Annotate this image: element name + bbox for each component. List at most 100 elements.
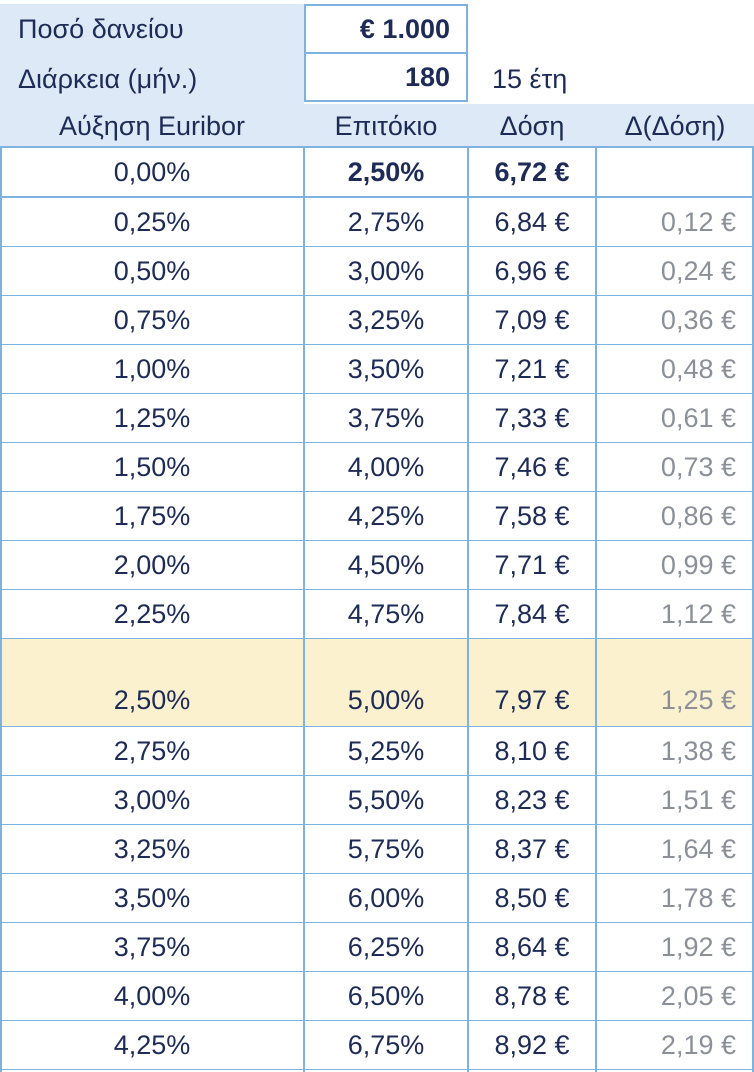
table-row: 1,00% 3,50% 7,21 € 0,48 € <box>0 345 754 394</box>
duration-years-note: 15 έτη <box>492 63 568 94</box>
table-row: 2,50% 5,00% 7,97 € 1,25 € <box>0 639 754 727</box>
cell-installment-delta: 0,99 € <box>660 549 736 580</box>
duration-input[interactable]: 180 <box>304 52 468 102</box>
table-row: 1,50% 4,00% 7,46 € 0,73 € <box>0 443 754 492</box>
cell-euribor-increase: 1,75% <box>113 500 191 531</box>
cell-installment: 7,71 € <box>494 549 570 580</box>
cell-interest-rate: 3,00% <box>347 255 425 286</box>
cell-euribor-increase: 3,00% <box>113 784 191 815</box>
table-row: 4,00% 6,50% 8,78 € 2,05 € <box>0 972 754 1021</box>
cell-installment: 6,84 € <box>494 206 570 237</box>
cell-installment-delta: 1,38 € <box>660 735 736 766</box>
cell-interest-rate: 2,75% <box>347 206 425 237</box>
rates-table: 0,00% 2,50% 6,72 €0,25% 2,75% 6,84 €0,12 €0,… <box>0 146 754 1070</box>
cell-interest-rate: 5,75% <box>347 833 425 864</box>
cell-interest-rate: 4,75% <box>347 598 425 629</box>
cell-installment-delta: 0,73 € <box>660 451 736 482</box>
cell-interest-rate: 6,75% <box>347 1029 425 1060</box>
cell-euribor-increase: 4,00% <box>113 980 191 1011</box>
cell-interest-rate: 3,50% <box>347 353 425 384</box>
table-border-right <box>752 146 754 1072</box>
cell-interest-rate: 5,50% <box>347 784 425 815</box>
cell-euribor-increase: 2,25% <box>113 598 191 629</box>
cell-installment-delta: 0,48 € <box>660 353 736 384</box>
cell-installment-delta <box>596 148 754 196</box>
cell-euribor-increase: 2,00% <box>113 549 191 580</box>
table-row: 0,50% 3,00% 6,96 € 0,24 € <box>0 247 754 296</box>
cell-installment-delta: 0,12 € <box>660 206 736 237</box>
cell-installment-delta: 1,64 € <box>660 833 736 864</box>
cell-installment: 8,92 € <box>494 1029 570 1060</box>
cell-installment: 8,23 € <box>494 784 570 815</box>
cell-interest-rate: 6,00% <box>347 882 425 913</box>
cell-euribor-increase: 2,50% <box>113 685 191 715</box>
cell-interest-rate: 4,25% <box>347 500 425 531</box>
loan-amount-label: Ποσό δανείου <box>0 4 304 54</box>
cell-installment-delta: 1,51 € <box>660 784 736 815</box>
table-row: 0,75% 3,25% 7,09 € 0,36 € <box>0 296 754 345</box>
cell-euribor-increase: 1,50% <box>113 451 191 482</box>
cell-interest-rate: 3,25% <box>347 304 425 335</box>
cell-installment-delta: 1,92 € <box>660 931 736 962</box>
cell-euribor-increase: 0,00% <box>113 156 191 187</box>
table-row: 0,25% 2,75% 6,84 € 0,12 € <box>0 198 754 247</box>
table-row: 2,75% 5,25% 8,10 € 1,38 € <box>0 727 754 776</box>
cell-installment-delta: 2,05 € <box>660 980 736 1011</box>
cell-interest-rate: 6,25% <box>347 931 425 962</box>
cell-installment: 8,10 € <box>494 735 570 766</box>
cell-installment-delta: 0,24 € <box>660 255 736 286</box>
cell-interest-rate: 2,50% <box>347 156 425 187</box>
cell-installment: 6,72 € <box>494 156 570 187</box>
table-row: 0,00% 2,50% 6,72 € <box>0 146 754 198</box>
cell-installment: 7,84 € <box>494 598 570 629</box>
header-installment: Δόση <box>468 104 596 148</box>
cell-euribor-increase: 3,50% <box>113 882 191 913</box>
cell-installment-delta: 0,36 € <box>660 304 736 335</box>
cell-installment-delta: 1,78 € <box>660 882 736 913</box>
cell-installment-delta: 1,25 € <box>660 685 736 715</box>
cell-installment-delta: 0,86 € <box>660 500 736 531</box>
table-row: 3,00% 5,50% 8,23 € 1,51 € <box>0 776 754 825</box>
cell-installment: 7,33 € <box>494 402 570 433</box>
cell-euribor-increase: 0,75% <box>113 304 191 335</box>
table-row: 3,25% 5,75% 8,37 € 1,64 € <box>0 825 754 874</box>
cell-installment: 8,78 € <box>494 980 570 1011</box>
cell-installment-delta: 0,61 € <box>660 402 736 433</box>
cell-installment: 8,50 € <box>494 882 570 913</box>
cell-installment: 8,64 € <box>494 931 570 962</box>
cell-euribor-increase: 0,25% <box>113 206 191 237</box>
table-row: 1,25% 3,75% 7,33 € 0,61 € <box>0 394 754 443</box>
table-row: 3,75% 6,25% 8,64 € 1,92 € <box>0 923 754 972</box>
cell-installment: 7,21 € <box>494 353 570 384</box>
duration-label: Διάρκεια (μήν.) <box>0 54 304 104</box>
table-border-left <box>0 146 2 1072</box>
cell-euribor-increase: 1,00% <box>113 353 191 384</box>
col-divider-1 <box>303 146 305 1072</box>
table-row: 1,75% 4,25% 7,58 € 0,86 € <box>0 492 754 541</box>
cell-installment: 6,96 € <box>494 255 570 286</box>
col-divider-3 <box>595 146 597 1072</box>
cell-installment: 7,97 € <box>494 685 570 715</box>
cell-installment: 7,09 € <box>494 304 570 335</box>
cell-installment: 7,46 € <box>494 451 570 482</box>
header-euribor-increase: Αύξηση Euribor <box>0 104 304 148</box>
col-divider-2 <box>467 146 469 1072</box>
cell-euribor-increase: 2,75% <box>113 735 191 766</box>
header-interest-rate: Επιτόκιο <box>304 104 468 148</box>
cell-interest-rate: 4,00% <box>347 451 425 482</box>
loan-amount-input[interactable]: € 1.000 <box>304 4 468 54</box>
cell-interest-rate: 6,50% <box>347 980 425 1011</box>
cell-euribor-increase: 3,25% <box>113 833 191 864</box>
cell-euribor-increase: 1,25% <box>113 402 191 433</box>
cell-euribor-increase: 4,25% <box>113 1029 191 1060</box>
cell-installment: 8,37 € <box>494 833 570 864</box>
cell-interest-rate: 5,00% <box>347 685 425 715</box>
table-row: 3,50% 6,00% 8,50 € 1,78 € <box>0 874 754 923</box>
table-row: 4,25% 6,75% 8,92 € 2,19 € <box>0 1021 754 1070</box>
table-row: 2,25% 4,75% 7,84 € 1,12 € <box>0 590 754 639</box>
cell-interest-rate: 4,50% <box>347 549 425 580</box>
cell-installment-delta: 1,12 € <box>660 598 736 629</box>
cell-euribor-increase: 0,50% <box>113 255 191 286</box>
cell-installment: 7,58 € <box>494 500 570 531</box>
